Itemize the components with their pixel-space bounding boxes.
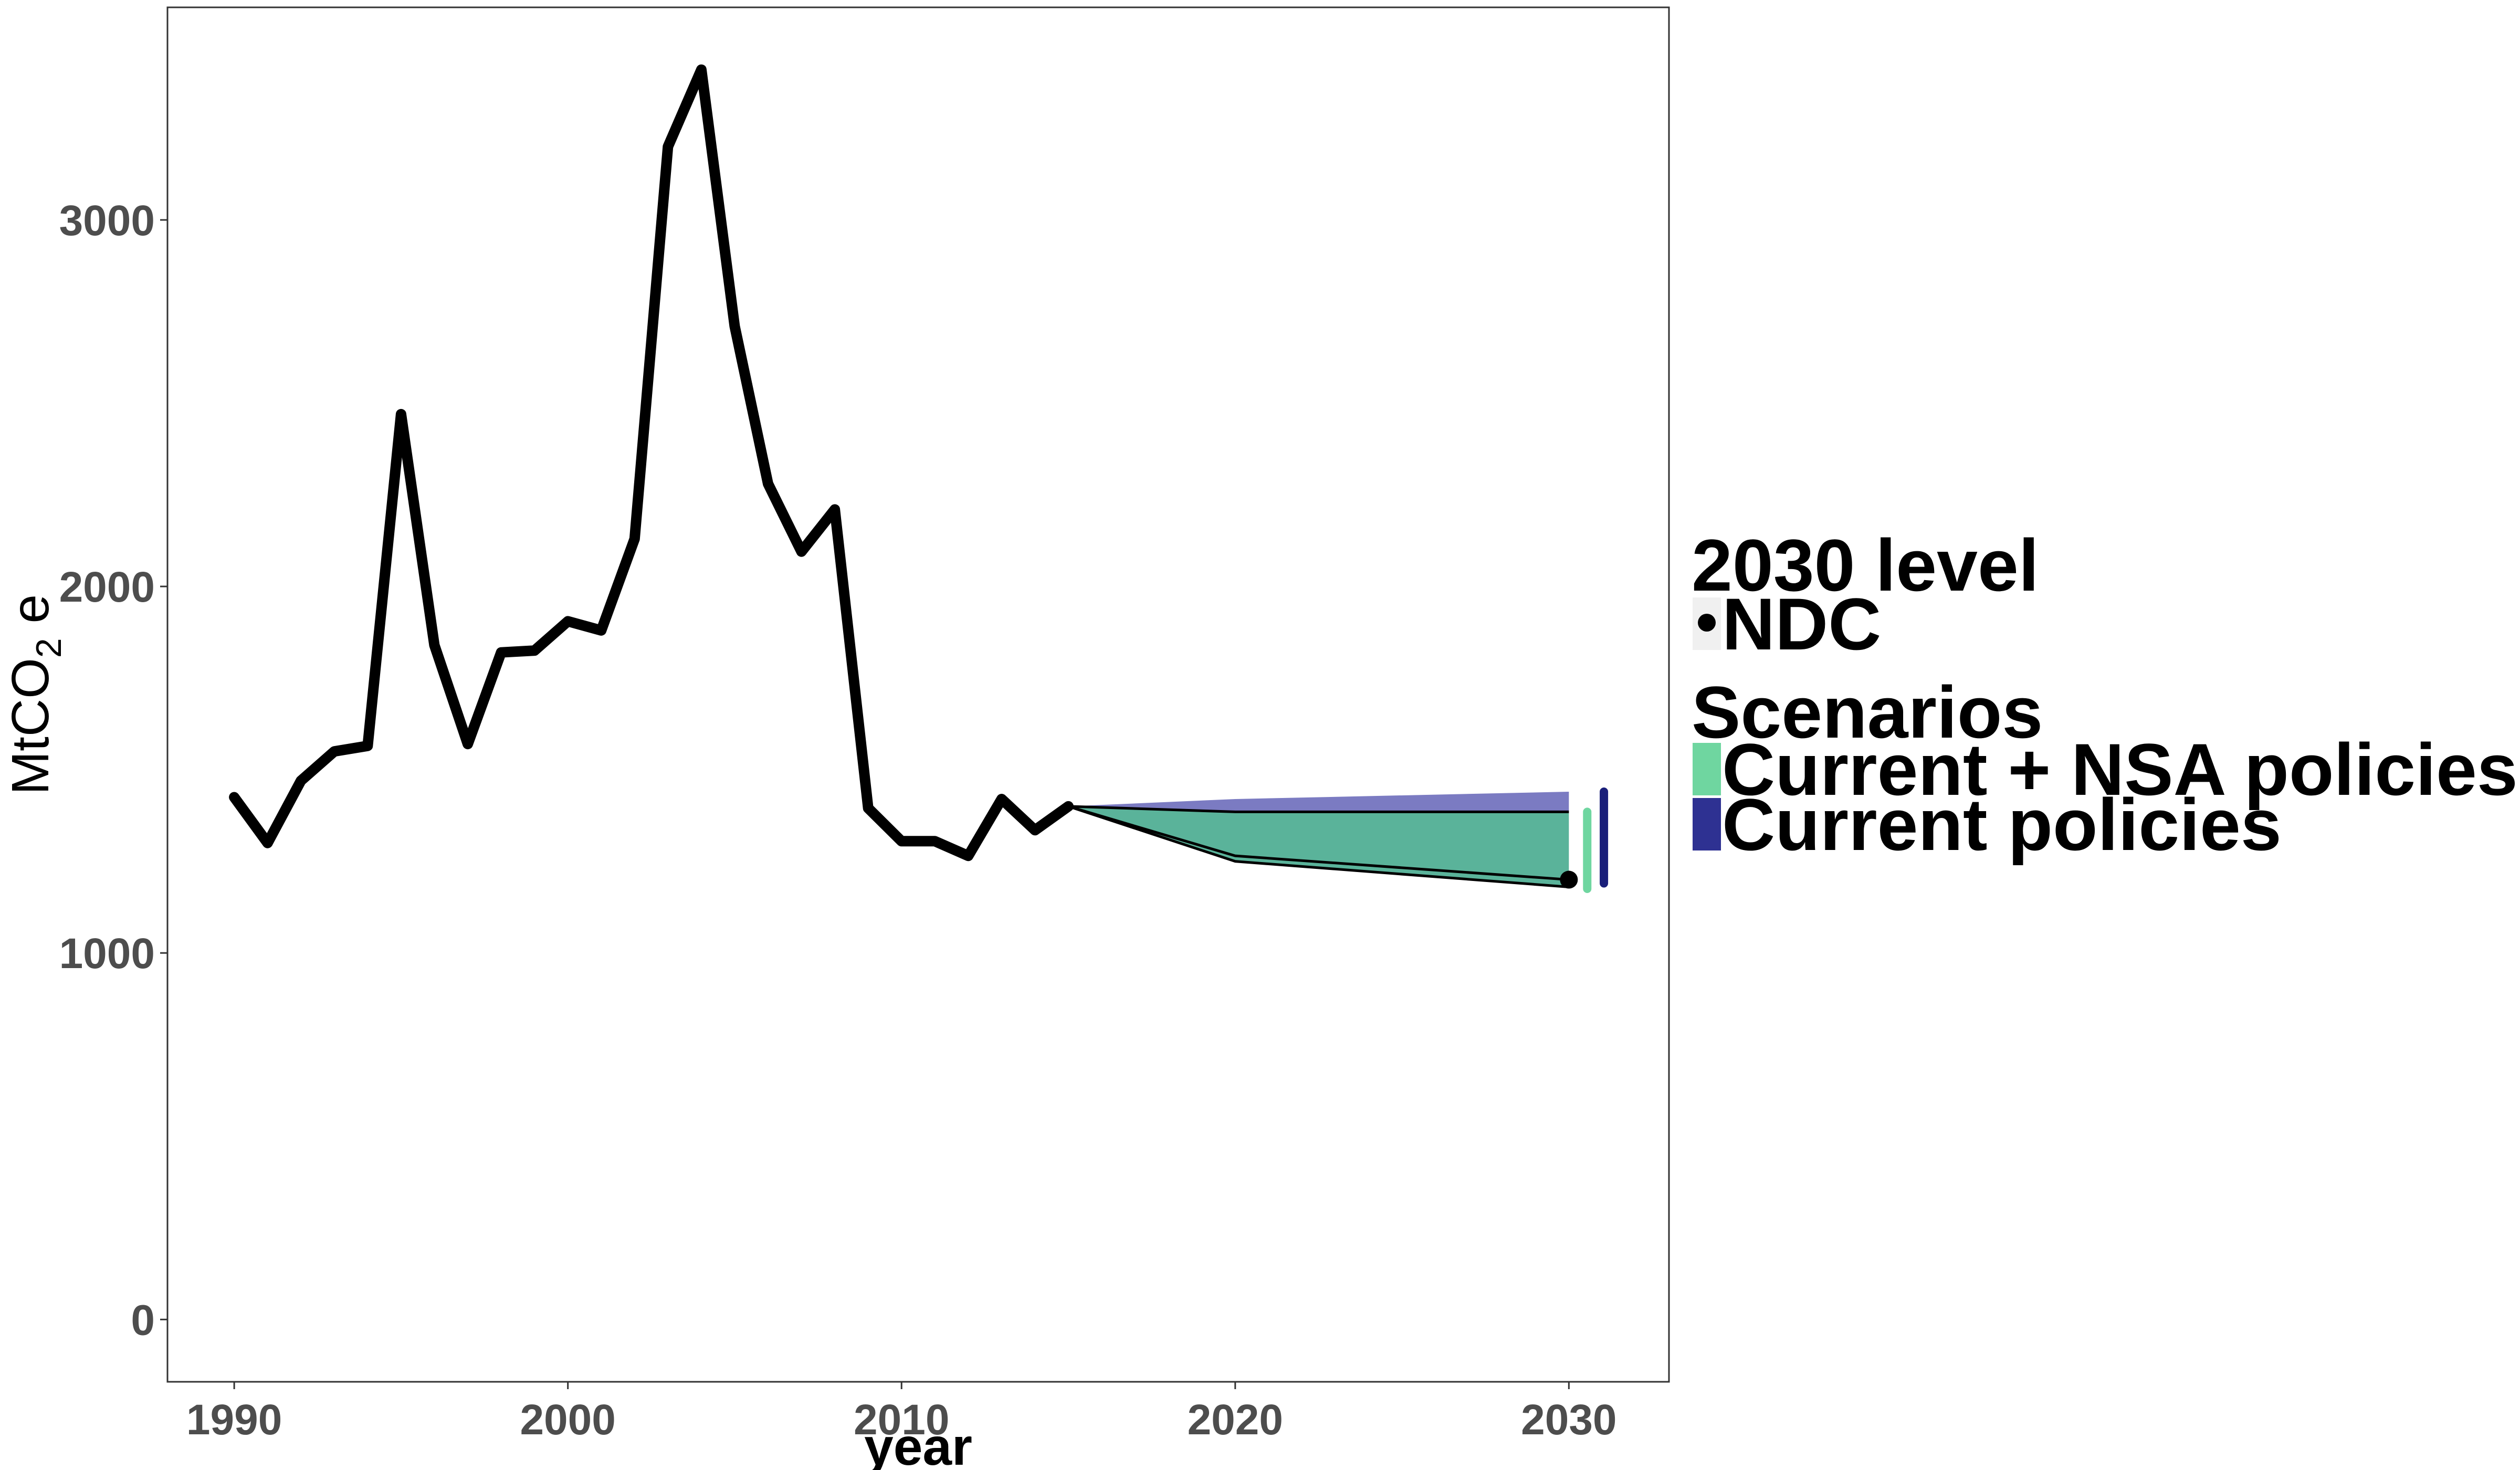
x-tick-label: 1990 — [186, 1396, 282, 1444]
x-axis-ticks: 1990 2000 2010 2020 2030 — [186, 1382, 1617, 1444]
legend-label-scenario: Current policies — [1722, 783, 2282, 866]
x-tick-label: 2020 — [1188, 1396, 1283, 1444]
legend: 2030 level NDC Scenarios Current + NSA p… — [1692, 524, 2518, 866]
scenario-areas — [1068, 792, 1569, 887]
y-axis-title-subscript: 2 — [29, 638, 69, 658]
history-line — [229, 64, 1074, 862]
y-axis-ticks: 0 1000 2000 3000 — [59, 197, 167, 1344]
legend-title-scenarios: Scenarios — [1692, 671, 2043, 753]
y-tick-label: 3000 — [59, 197, 155, 245]
legend-key-scenario — [1693, 798, 1721, 850]
scenario-lines — [1068, 805, 1569, 889]
legend-title-2030-level: 2030 level — [1692, 524, 2039, 606]
plot-panel — [166, 6, 1670, 1383]
x-tick-label: 2030 — [1521, 1396, 1616, 1444]
scenario-median-line-1 — [1068, 805, 1569, 881]
y-tick-label: 2000 — [59, 563, 155, 611]
x-tick-label: 2000 — [520, 1396, 615, 1444]
scenario-median-line-0 — [1068, 805, 1569, 813]
ndc-point — [1560, 870, 1578, 889]
y-axis-title-suffix: e — [1, 594, 60, 638]
x-axis-title: year — [864, 1418, 972, 1470]
scenario-area-1 — [1068, 806, 1569, 887]
legend-label-ndc: NDC — [1722, 583, 1881, 665]
scenario-area-0 — [1068, 792, 1569, 814]
legend-ndc-dot — [1698, 614, 1716, 632]
y-tick-label: 0 — [131, 1296, 155, 1344]
y-tick-label: 1000 — [59, 930, 155, 978]
legend-key-scenario — [1693, 743, 1721, 795]
legend-label-scenario: Current + NSA policies — [1722, 728, 2518, 811]
nsa-lower-bound-line — [1068, 805, 1569, 889]
x-tick-label: 2010 — [854, 1396, 949, 1444]
y-axis-title: MtCO2 e — [1, 594, 69, 795]
range-bars-2030 — [1583, 788, 1609, 894]
y-axis-title-main: MtCO — [1, 658, 60, 795]
